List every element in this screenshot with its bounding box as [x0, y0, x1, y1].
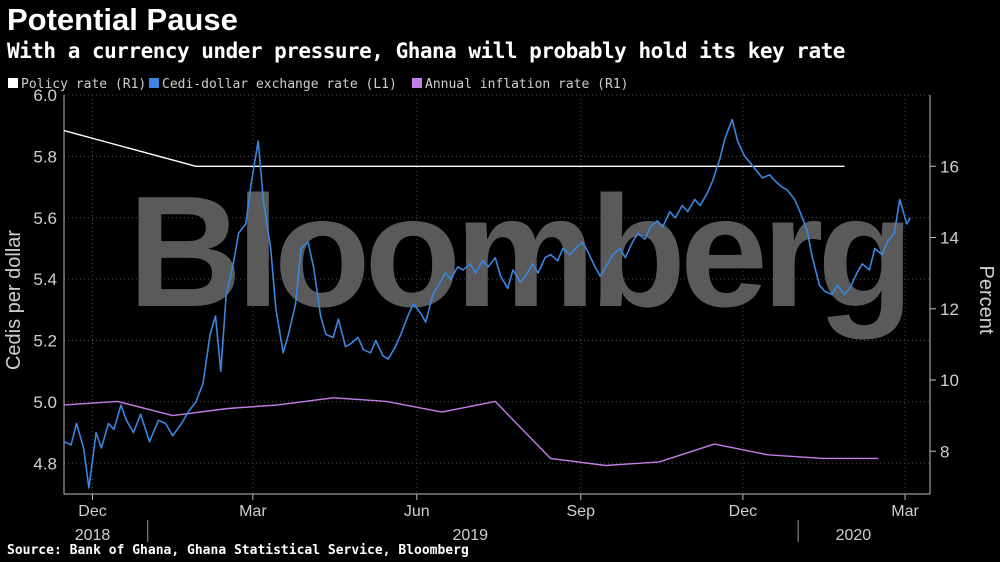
y-right-tick-label: 12 — [940, 300, 959, 319]
legend-swatch-inflation — [412, 78, 422, 88]
cedi-dollar-line — [63, 118, 912, 489]
x-month-label: Mar — [891, 503, 919, 520]
y-right-tick-label: 14 — [940, 229, 959, 248]
x-year-label: 2018 — [75, 527, 111, 544]
inflation-rate-line — [63, 397, 879, 467]
axes — [63, 95, 936, 542]
y-left-tick-label: 5.4 — [33, 270, 57, 289]
legend-swatch-cedi — [149, 78, 159, 88]
source-note: Source: Bank of Ghana, Ghana Statistical… — [7, 543, 469, 558]
x-month-label: Jun — [404, 503, 430, 520]
x-month-label: Dec — [78, 503, 106, 520]
legend-label-inflation: Annual inflation rate (R1) — [425, 77, 629, 92]
y-left-tick-label: 6.0 — [33, 86, 57, 105]
y-left-tick-label: 4.8 — [33, 454, 57, 473]
y-right-tick-label: 8 — [940, 442, 949, 461]
y-left-tick-label: 5.6 — [33, 209, 57, 228]
legend: Policy rate (R1) Cedi-dollar exchange ra… — [8, 77, 629, 92]
legend-label-policy: Policy rate (R1) — [21, 77, 146, 92]
chart-subtitle: With a currency under pressure, Ghana wi… — [7, 39, 845, 63]
x-year-label: 2020 — [836, 527, 872, 544]
tick-labels: 6.0 5.8 5.6 5.4 5.2 5.0 4.8 Dec Mar Jun Sep Dec Mar 2… — [33, 86, 959, 544]
policy-rate-line — [63, 129, 845, 168]
y-right-tick-label: 10 — [940, 371, 959, 390]
legend-swatch-policy — [8, 78, 18, 88]
x-month-label: Dec — [729, 503, 757, 520]
x-month-label: Mar — [239, 503, 267, 520]
legend-label-cedi: Cedi-dollar exchange rate (L1) — [162, 77, 397, 92]
x-year-label: 2019 — [452, 527, 488, 544]
chart-title: Potential Pause — [7, 2, 238, 37]
y-left-axis-title: Cedis per dollar — [3, 230, 25, 370]
gridlines — [64, 94, 930, 494]
bloomberg-watermark: Bloomberg — [128, 164, 908, 340]
y-right-tick-label: 16 — [940, 157, 959, 176]
y-left-tick-label: 5.0 — [33, 393, 57, 412]
y-left-tick-label: 5.8 — [33, 147, 57, 166]
y-left-tick-label: 5.2 — [33, 332, 57, 351]
y-right-axis-title: Percent — [975, 266, 997, 335]
series-lines — [63, 118, 912, 489]
x-month-label: Sep — [567, 503, 596, 520]
